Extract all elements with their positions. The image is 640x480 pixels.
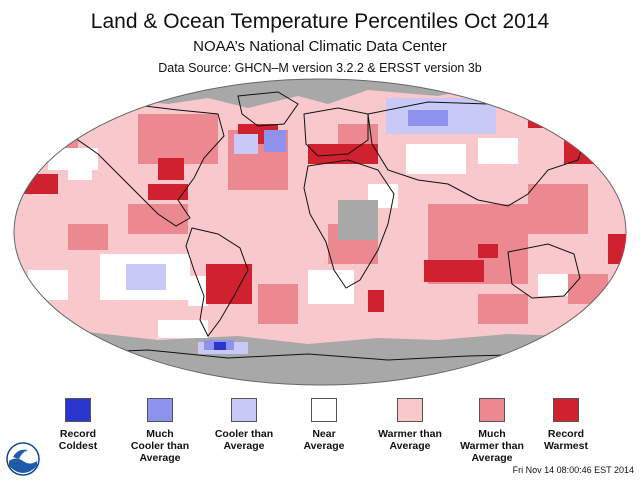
legend-swatch (479, 398, 505, 422)
timestamp: Fri Nov 14 08:00:46 EST 2014 (512, 465, 634, 475)
south-america-outline (185, 227, 249, 337)
legend-label: Cooler than Average (214, 428, 274, 452)
north-america-outline (67, 103, 225, 227)
legend-label: Much Warmer than Average (460, 428, 524, 464)
legend-swatch (311, 398, 337, 422)
legend-warmer: Warmer than Average (370, 398, 450, 452)
world-percentile-map (13, 78, 627, 386)
legend-label: Record Warmest (544, 428, 588, 452)
cooler-areas (126, 98, 496, 354)
record-coldest-area (214, 342, 226, 350)
legend-record-warmest: Record Warmest (526, 398, 606, 452)
legend-swatch (553, 398, 579, 422)
legend-label: Record Coldest (58, 428, 98, 452)
africa-no-data (338, 200, 378, 240)
map-title: Land & Ocean Temperature Percentiles Oct… (90, 10, 550, 33)
legend-label: Near Average (303, 428, 345, 452)
legend-swatch (65, 398, 91, 422)
legend-swatch (147, 398, 173, 422)
noaa-logo-icon (6, 442, 40, 476)
legend-much-warmer: Much Warmer than Average (452, 398, 532, 464)
greenland-outline (237, 91, 299, 127)
africa-outline (303, 159, 395, 289)
legend-cooler: Cooler than Average (204, 398, 284, 452)
legend-much-cooler: Much Cooler than Average (120, 398, 200, 464)
legend-swatch (231, 398, 257, 422)
globe-border (13, 78, 627, 386)
australia-outline (507, 243, 581, 299)
data-source: Data Source: GHCN–M version 3.2.2 & ERSS… (158, 61, 482, 75)
legend-swatch (397, 398, 423, 422)
map-subtitle: NOAA’s National Climatic Data Center (193, 38, 447, 55)
legend-label: Much Cooler than Average (130, 428, 190, 464)
legend-record-coldest: Record Coldest (38, 398, 118, 452)
europe-outline (303, 107, 369, 157)
legend-label: Warmer than Average (378, 428, 442, 452)
legend-near-average: Near Average (284, 398, 364, 452)
